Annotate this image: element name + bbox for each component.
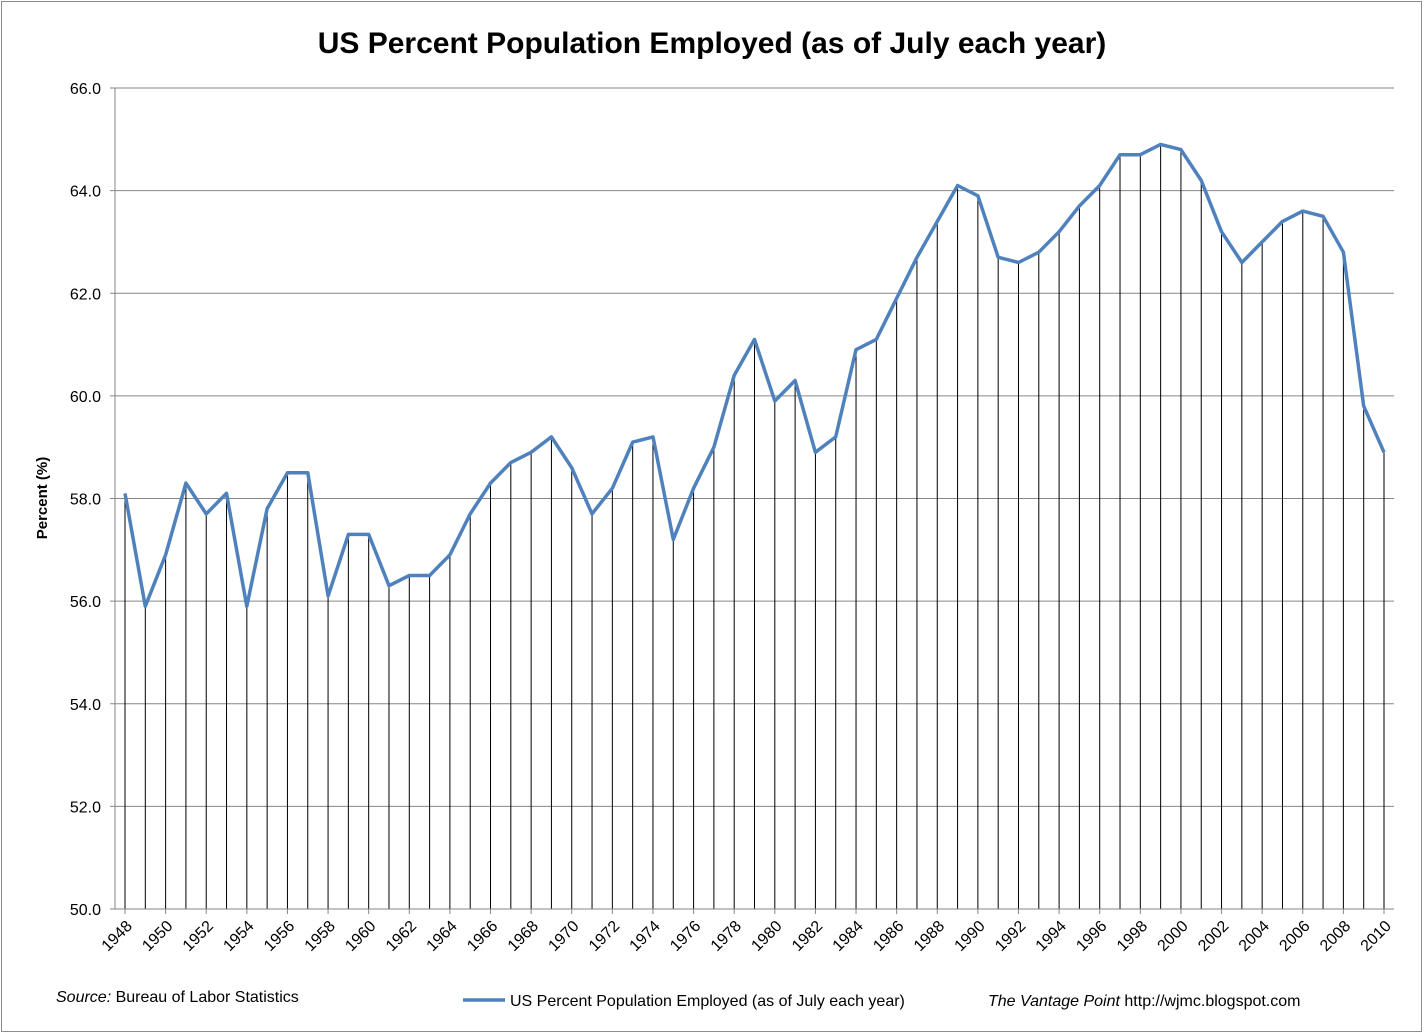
legend-label: US Percent Population Employed (as of Ju… — [510, 993, 905, 1010]
x-tick-label: 1962 — [383, 918, 420, 955]
x-tick-label: 1976 — [667, 918, 704, 955]
credit-name: The Vantage Point — [988, 993, 1121, 1010]
x-tick-label: 2006 — [1276, 918, 1313, 955]
x-tick-labels: 1948 1950 1952 1954 1956 1958 1960 1962 1964 1966… — [99, 918, 1395, 955]
x-tick-label: 1954 — [220, 918, 257, 955]
x-tick-label: 2004 — [1236, 918, 1273, 955]
y-tick-label: 58.0 — [70, 492, 101, 509]
x-tick-label: 1996 — [1073, 918, 1110, 955]
x-tick-label: 1952 — [180, 918, 217, 955]
x-tick-label: 1970 — [545, 918, 582, 955]
x-tick-label: 2002 — [1195, 918, 1232, 955]
x-tick-label: 1972 — [586, 918, 623, 955]
x-tick-label: 1966 — [464, 918, 501, 955]
x-tick-label: 1958 — [302, 918, 339, 955]
axes — [114, 88, 1394, 914]
x-tick-label: 1980 — [748, 918, 785, 955]
source-label: Source: — [56, 989, 111, 1006]
y-axis-label: Percent (%) — [34, 457, 51, 540]
y-tick-labels: 50.0 52.0 54.0 56.0 58.0 60.0 62.0 64.0 66.0 — [70, 81, 101, 919]
x-tick-label: 1982 — [789, 918, 826, 955]
y-tick-label: 54.0 — [70, 697, 101, 714]
x-tick-label: 1986 — [870, 918, 907, 955]
credit-note: The Vantage Point http://wjmc.blogspot.c… — [988, 993, 1300, 1010]
series-line — [123, 142, 1386, 609]
x-tick-label: 1978 — [708, 918, 745, 955]
x-tick-label: 1960 — [342, 918, 379, 955]
x-tick-label: 1988 — [911, 918, 948, 955]
credit-url: http://wjmc.blogspot.com — [1124, 993, 1300, 1010]
x-tick-label: 1998 — [1114, 918, 1151, 955]
source-text: Bureau of Labor Statistics — [116, 989, 299, 1006]
y-tick-label: 66.0 — [70, 81, 101, 98]
series-line-employed — [123, 142, 1386, 609]
x-tick-label: 1968 — [505, 918, 542, 955]
y-tick-label: 50.0 — [70, 902, 101, 919]
x-tick-label: 1994 — [1033, 918, 1070, 955]
x-tick-label: 1984 — [830, 918, 867, 955]
x-tick-label: 1990 — [952, 918, 989, 955]
y-tick-label: 52.0 — [70, 799, 101, 816]
x-tick-label: 1974 — [627, 918, 664, 955]
x-tick-label: 1992 — [992, 918, 1029, 955]
x-tick-label: 2010 — [1358, 918, 1395, 955]
x-tick-label: 1964 — [424, 918, 461, 955]
x-tick-label: 2000 — [1155, 918, 1192, 955]
y-tick-label: 56.0 — [70, 594, 101, 611]
y-tick-label: 60.0 — [70, 389, 101, 406]
y-tick-label: 62.0 — [70, 286, 101, 303]
drop-lines — [124, 144, 1385, 909]
x-tick-label: 1956 — [261, 918, 298, 955]
x-tick-label: 1948 — [99, 918, 136, 955]
x-tick-label: 1950 — [139, 918, 176, 955]
y-tick-label: 64.0 — [70, 184, 101, 201]
x-tick-label: 2008 — [1317, 918, 1354, 955]
chart-title: US Percent Population Employed (as of Ju… — [318, 27, 1107, 60]
source-note: Source: Bureau of Labor Statistics — [56, 989, 299, 1006]
